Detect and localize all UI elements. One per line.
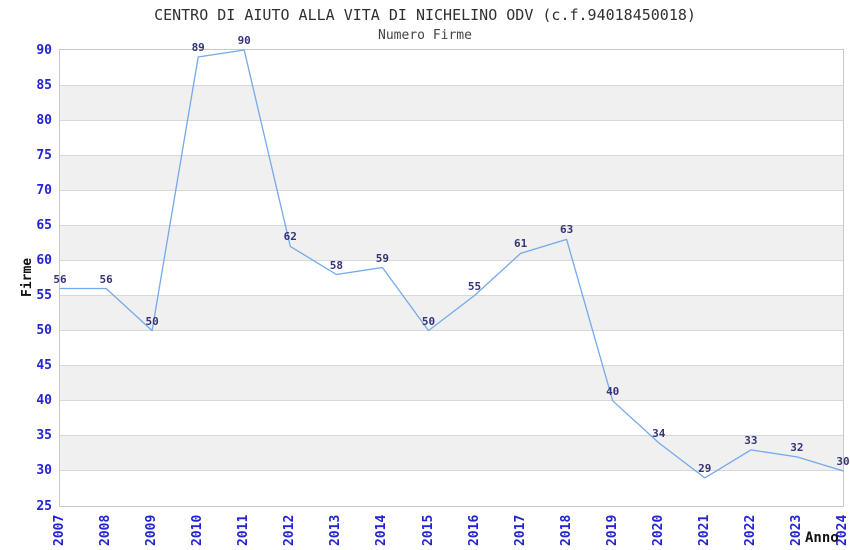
data-label: 50 bbox=[145, 314, 159, 328]
y-tick-label: 70 bbox=[36, 182, 52, 198]
y-tick-label: 30 bbox=[36, 463, 52, 479]
y-tick-label: 40 bbox=[36, 393, 52, 409]
x-tick-label: 2015 bbox=[420, 514, 436, 546]
data-line bbox=[59, 49, 844, 479]
data-label: 58 bbox=[329, 258, 344, 272]
plot-band bbox=[60, 365, 843, 401]
y-tick-label: 25 bbox=[36, 498, 52, 514]
x-tick-label: 2021 bbox=[696, 514, 712, 546]
data-label: 56 bbox=[99, 272, 113, 286]
x-tick-label: 2011 bbox=[236, 514, 252, 546]
x-tick-label: 2020 bbox=[650, 514, 666, 546]
data-label: 61 bbox=[513, 237, 528, 251]
y-tick-label: 65 bbox=[36, 217, 52, 233]
gridline bbox=[60, 154, 843, 156]
data-label: 34 bbox=[652, 426, 666, 440]
x-tick-label: 2012 bbox=[282, 514, 298, 546]
data-label: 29 bbox=[698, 461, 712, 475]
x-tick-label: 2010 bbox=[190, 514, 206, 546]
y-tick-label: 50 bbox=[36, 323, 52, 339]
gridline bbox=[60, 295, 843, 296]
gridline bbox=[60, 365, 843, 367]
x-tick-label: 2007 bbox=[52, 514, 67, 546]
x-tick-label: 2013 bbox=[328, 514, 344, 546]
y-tick-label: 35 bbox=[36, 428, 52, 444]
gridline bbox=[60, 189, 843, 191]
plot-band bbox=[60, 435, 843, 471]
data-line-svg bbox=[59, 49, 844, 479]
x-tick-label: 2016 bbox=[466, 514, 482, 546]
x-tick-label: 2008 bbox=[98, 514, 114, 546]
data-label: 33 bbox=[744, 433, 758, 447]
data-label: 89 bbox=[191, 41, 205, 54]
y-tick-label: 60 bbox=[36, 253, 52, 268]
gridline bbox=[60, 84, 843, 86]
y-tick-label: 85 bbox=[36, 77, 52, 93]
gridline bbox=[60, 260, 843, 261]
data-label: 56 bbox=[53, 272, 67, 286]
gridline bbox=[60, 224, 843, 226]
x-tick-label: 2017 bbox=[512, 514, 528, 546]
data-label: 40 bbox=[606, 384, 620, 398]
data-label: 32 bbox=[790, 440, 804, 454]
gridline bbox=[60, 119, 843, 121]
y-tick-label: 80 bbox=[36, 112, 52, 128]
x-tick-label: 2009 bbox=[144, 514, 160, 546]
x-tick-label: 2023 bbox=[788, 514, 804, 546]
x-tick-label: 2014 bbox=[374, 514, 390, 546]
y-tick-label: 75 bbox=[36, 147, 52, 163]
plot-band bbox=[60, 155, 843, 191]
x-tick-label: 2018 bbox=[558, 514, 574, 546]
data-label: 62 bbox=[283, 230, 297, 244]
data-label: 63 bbox=[559, 223, 574, 237]
plot-band bbox=[60, 225, 843, 261]
data-label: 59 bbox=[375, 251, 390, 265]
y-tick-label: 45 bbox=[36, 358, 52, 374]
x-tick-label: 2019 bbox=[604, 514, 620, 546]
data-label: 50 bbox=[421, 314, 436, 328]
chart-subtitle: Numero Firme bbox=[378, 28, 472, 43]
x-axis-title: Anno bbox=[805, 530, 839, 546]
gridline bbox=[60, 400, 843, 402]
data-label: 90 bbox=[237, 34, 251, 47]
data-label: 55 bbox=[467, 279, 482, 293]
y-tick-label: 55 bbox=[36, 288, 52, 303]
chart-title: CENTRO DI AIUTO ALLA VITA DI NICHELINO O… bbox=[154, 6, 696, 24]
data-label: 30 bbox=[836, 454, 850, 468]
plot-area bbox=[59, 49, 844, 507]
gridline bbox=[60, 470, 843, 472]
gridline bbox=[60, 435, 843, 437]
gridline bbox=[60, 330, 843, 332]
x-tick-label: 2022 bbox=[742, 514, 758, 546]
y-tick-label: 90 bbox=[36, 42, 52, 58]
